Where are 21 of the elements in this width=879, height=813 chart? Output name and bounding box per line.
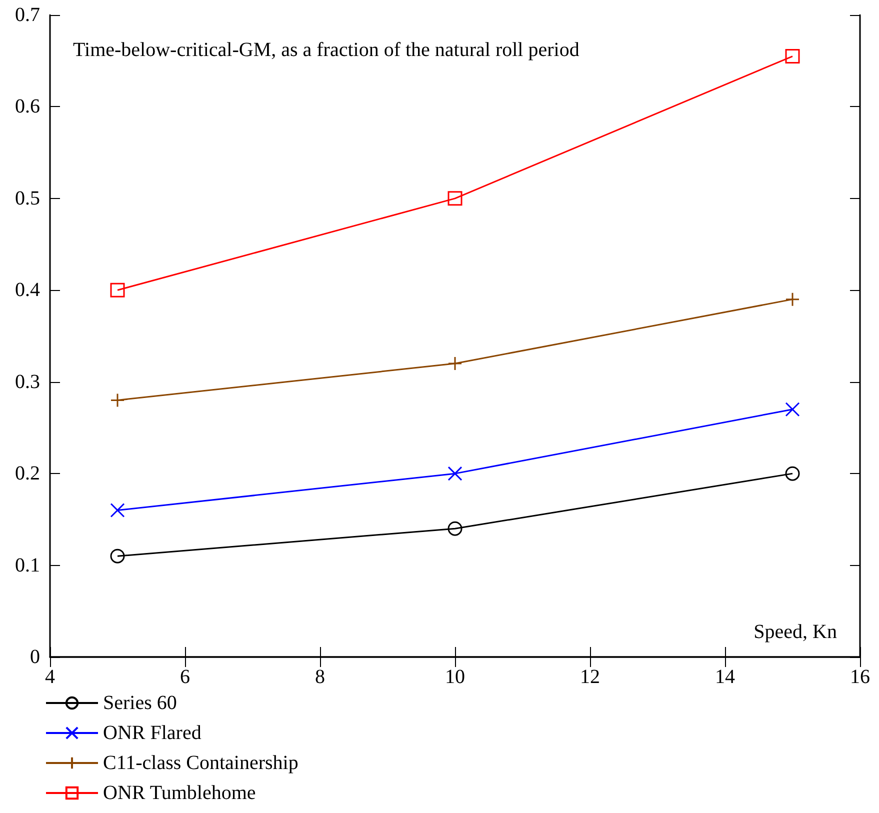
y-tick-label: 0.2 <box>15 462 40 485</box>
legend-label: ONR Tumblehome <box>103 782 256 804</box>
y-tick-label: 0.1 <box>15 554 40 576</box>
x-tick-label: 4 <box>45 666 55 688</box>
y-tick-label: 0.6 <box>15 96 40 118</box>
x-axis-title: Speed, Kn <box>754 621 838 643</box>
y-tick-label: 0 <box>30 646 40 668</box>
legend-label: Series 60 <box>103 692 177 714</box>
y-tick-label: 0.7 <box>15 4 40 26</box>
legend-label: C11-class Containership <box>103 752 298 774</box>
y-tick-label: 0.5 <box>15 187 40 210</box>
text: Time-below-critical-GM, as a fraction of the natural roll period <box>73 39 580 61</box>
x-tick-label: 6 <box>180 666 190 688</box>
legend-label: ONR Flared <box>103 722 202 744</box>
x-tick-label: 8 <box>315 666 325 688</box>
y-tick-label: 0.3 <box>15 370 40 393</box>
x-tick-label: 16 <box>850 666 870 688</box>
x-tick-label: 14 <box>715 666 735 688</box>
x-tick-label: 12 <box>580 666 600 688</box>
x-tick-label: 10 <box>445 666 465 688</box>
y-tick-label: 0.4 <box>15 279 40 302</box>
